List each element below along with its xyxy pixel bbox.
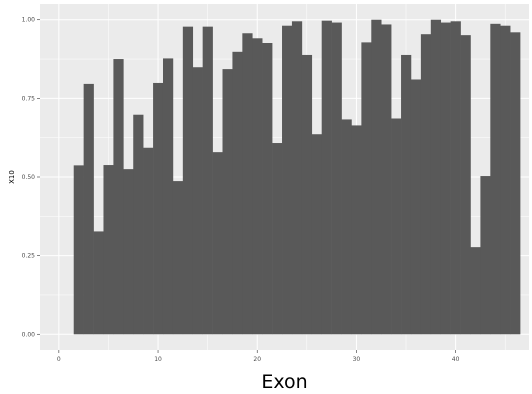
y-tick-label: 1.00 [22, 17, 36, 24]
bar [73, 165, 84, 335]
bar [133, 114, 144, 335]
y-tick-label: 0.75 [22, 95, 36, 102]
bar [153, 82, 164, 335]
bar [440, 22, 451, 335]
bar [470, 247, 481, 335]
bar [252, 38, 263, 335]
y-axis: 0.00 0.25 0.50 0.75 1.00 [22, 17, 40, 338]
y-axis-title: X10 [8, 170, 16, 184]
bar [162, 58, 174, 335]
bar [480, 176, 491, 335]
bar [500, 25, 511, 335]
bar [113, 59, 124, 335]
bar [361, 42, 372, 335]
bar [301, 54, 313, 335]
y-tick-label: 0.25 [22, 253, 36, 260]
bar [351, 125, 362, 335]
bar [410, 79, 422, 335]
bar [331, 22, 342, 335]
x-axis: 0 10 20 30 40 [57, 350, 460, 363]
y-tick-label: 0.00 [22, 331, 36, 338]
bar [450, 21, 461, 335]
bar [232, 51, 243, 335]
bar [172, 181, 184, 335]
bar [212, 152, 223, 335]
bar [123, 169, 134, 335]
x-tick-label: 40 [452, 356, 460, 363]
bar [381, 24, 392, 335]
bar [430, 19, 442, 335]
bar [420, 34, 432, 335]
bar [202, 26, 213, 335]
bar [391, 118, 402, 335]
bars [73, 19, 521, 335]
x-axis-title: Exon [261, 371, 307, 393]
x-tick-label: 0 [57, 356, 61, 363]
bar [321, 20, 332, 335]
bar [192, 67, 203, 335]
bar [401, 54, 412, 335]
bar [341, 119, 352, 335]
bar [371, 19, 382, 335]
bar [182, 26, 194, 335]
bar [103, 165, 114, 335]
bar [242, 33, 253, 335]
bar [510, 32, 521, 335]
bar [93, 231, 104, 335]
x-tick-label: 30 [353, 356, 361, 363]
bar [262, 43, 273, 335]
y-tick-label: 0.50 [22, 174, 36, 181]
bar [282, 25, 293, 335]
bar [222, 69, 233, 335]
bar [272, 143, 283, 335]
bar [83, 83, 94, 335]
bar [291, 21, 303, 335]
x-tick-label: 20 [253, 356, 261, 363]
bar [490, 23, 501, 335]
bar [311, 134, 322, 335]
x-tick-label: 10 [154, 356, 162, 363]
bar [460, 35, 471, 335]
bar [143, 147, 154, 335]
